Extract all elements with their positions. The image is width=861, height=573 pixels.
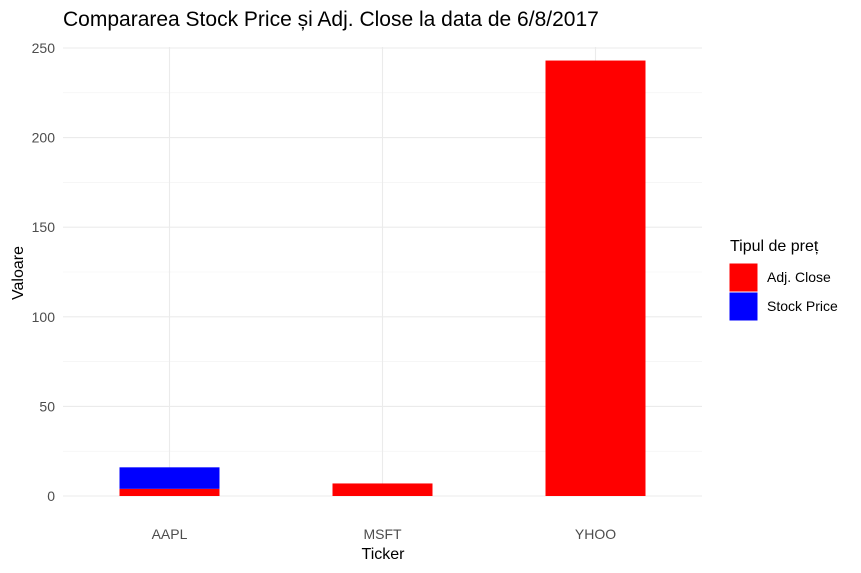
bar [545, 60, 646, 496]
y-tick-label: 100 [32, 309, 56, 325]
legend-label: Stock Price [767, 298, 838, 314]
y-tick-label: 0 [47, 488, 55, 504]
legend-title: Tipul de preț [730, 238, 819, 255]
y-tick-label: 50 [39, 398, 55, 414]
x-tick-labels: AAPL MSFT YHOO [152, 526, 617, 542]
y-tick-label: 200 [32, 130, 56, 146]
chart-title: Compararea Stock Price și Adj. Close la … [63, 8, 599, 31]
bar [119, 488, 220, 496]
bar [332, 483, 433, 496]
x-tick-label: AAPL [152, 526, 188, 542]
bar [119, 467, 220, 489]
y-tick-label: 250 [32, 40, 56, 56]
legend-swatch [728, 262, 759, 293]
x-tick-label: YHOO [575, 526, 616, 542]
legend: Tipul de preț Adj. Close Stock Price [728, 238, 838, 322]
legend-label: Adj. Close [767, 269, 831, 285]
y-tick-label: 150 [32, 219, 56, 235]
y-tick-labels: 0 50 100 150 200 250 [32, 40, 56, 504]
y-axis-title: Valoare [10, 246, 27, 300]
bars [119, 60, 646, 496]
x-axis-title: Ticker [362, 546, 406, 563]
x-tick-label: MSFT [363, 526, 402, 542]
legend-swatch [728, 291, 759, 322]
